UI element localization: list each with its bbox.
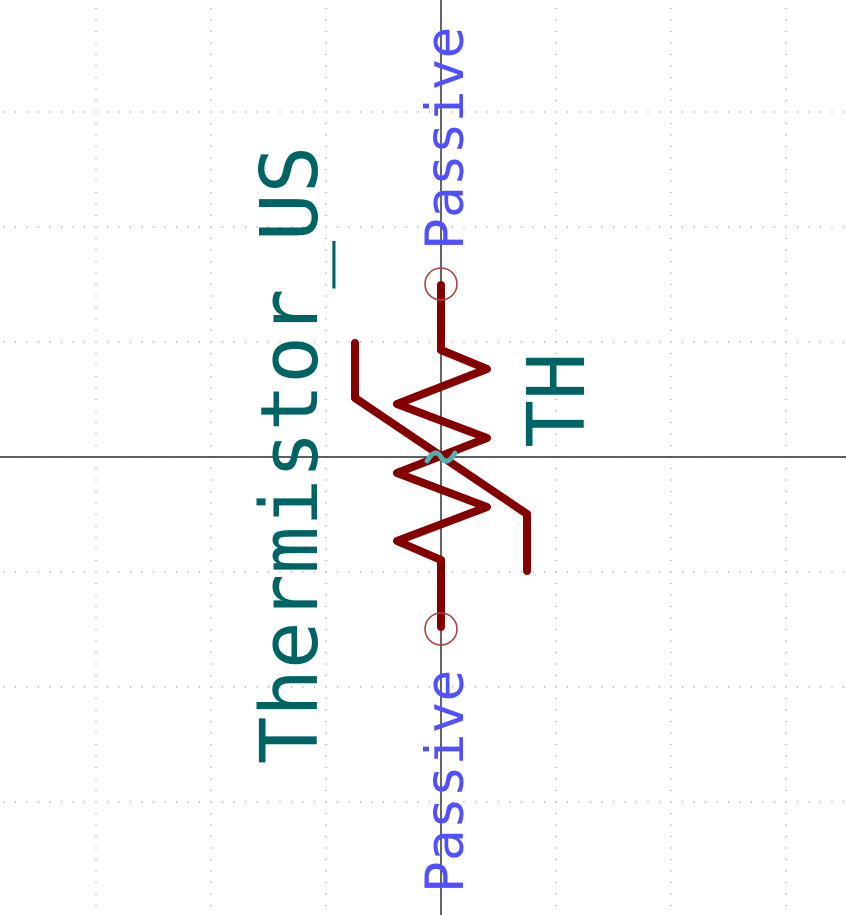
pin-markers [424, 267, 458, 646]
pin-end-circle-icon[interactable] [424, 267, 458, 301]
reference-field-text[interactable]: TH [511, 352, 603, 447]
pin-bottom-type-label: Passive [415, 670, 476, 893]
value-field-text[interactable]: Thermistor_US [244, 146, 336, 764]
anchor-tilde-icon [424, 450, 458, 464]
pin-end-circle-icon[interactable] [424, 612, 458, 646]
pin-top-type-label: Passive [415, 27, 476, 250]
